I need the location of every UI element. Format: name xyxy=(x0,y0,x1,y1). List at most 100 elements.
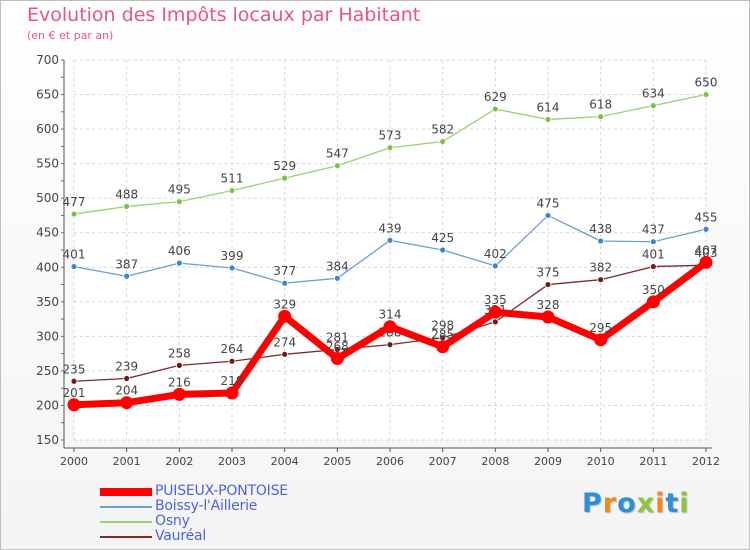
data-point xyxy=(488,305,502,319)
data-label: 216 xyxy=(168,375,191,389)
data-point xyxy=(597,237,605,245)
data-label: 328 xyxy=(537,298,560,312)
data-point xyxy=(649,102,657,109)
x-tick-label: 2002 xyxy=(165,455,193,468)
data-point xyxy=(228,187,236,194)
y-tick-label: 300 xyxy=(36,329,59,343)
data-label: 384 xyxy=(326,259,349,273)
x-tick-label: 2000 xyxy=(60,455,88,468)
data-label: 235 xyxy=(63,362,86,376)
data-point xyxy=(330,351,344,365)
data-label: 402 xyxy=(484,247,507,261)
data-point xyxy=(544,116,552,123)
data-label: 438 xyxy=(589,222,612,236)
data-label: 629 xyxy=(484,90,507,104)
y-tick-label: 600 xyxy=(36,122,59,136)
data-label: 350 xyxy=(642,283,665,297)
data-point xyxy=(228,264,236,272)
data-point xyxy=(597,113,605,121)
data-label: 582 xyxy=(431,123,454,137)
data-point xyxy=(594,333,608,347)
data-label: 529 xyxy=(273,159,296,173)
data-label: 335 xyxy=(484,293,507,307)
y-tick-label: 200 xyxy=(36,398,59,412)
x-tick-label: 2010 xyxy=(587,455,615,468)
data-label: 650 xyxy=(695,76,718,90)
data-point xyxy=(278,309,292,323)
legend-swatch xyxy=(100,506,152,508)
data-point xyxy=(172,387,186,401)
logo-letter: i xyxy=(679,488,690,519)
data-point xyxy=(439,246,447,254)
data-point xyxy=(333,162,341,170)
y-tick-label: 500 xyxy=(36,191,59,205)
data-label: 634 xyxy=(642,87,665,101)
data-point xyxy=(436,340,450,354)
y-tick-label: 700 xyxy=(36,53,59,67)
data-point xyxy=(702,91,710,98)
data-point xyxy=(175,198,183,206)
data-label: 618 xyxy=(589,98,612,112)
data-point xyxy=(225,386,239,400)
data-point xyxy=(646,295,660,309)
data-point xyxy=(699,255,713,269)
data-point xyxy=(702,225,710,233)
data-label: 387 xyxy=(115,257,138,271)
logo-letter: o xyxy=(617,488,637,519)
logo-letter: r xyxy=(602,488,618,519)
data-point xyxy=(123,203,131,210)
data-label: 455 xyxy=(695,210,718,224)
data-point xyxy=(491,318,499,326)
data-label: 547 xyxy=(326,147,349,161)
data-label: 401 xyxy=(642,248,665,262)
logo-letter: i xyxy=(655,488,666,519)
data-point xyxy=(386,341,394,349)
data-point xyxy=(383,320,397,334)
data-label: 264 xyxy=(221,342,244,356)
data-label: 201 xyxy=(63,386,86,400)
y-tick-label: 400 xyxy=(36,260,59,274)
data-label: 425 xyxy=(431,231,454,245)
data-label: 477 xyxy=(63,195,86,209)
x-tick-label: 2005 xyxy=(323,455,351,468)
plot-area xyxy=(74,60,706,440)
logo-letter: x xyxy=(636,488,656,519)
data-point xyxy=(544,212,552,219)
x-tick-label: 2012 xyxy=(692,455,720,468)
data-label: 239 xyxy=(115,360,138,374)
legend-label: PUISEUX-PONTOISE xyxy=(155,483,288,499)
data-label: 258 xyxy=(168,346,191,360)
chart-title: Evolution des Impôts locaux par Habitant xyxy=(27,4,421,26)
y-tick-label: 250 xyxy=(36,364,59,378)
data-point xyxy=(281,174,289,182)
data-point xyxy=(544,281,552,288)
data-point xyxy=(175,259,183,267)
data-point xyxy=(70,377,78,385)
data-label: 495 xyxy=(168,183,191,197)
data-label: 204 xyxy=(115,384,138,398)
data-label: 406 xyxy=(168,244,191,258)
data-label: 407 xyxy=(695,243,718,257)
data-point xyxy=(70,210,78,218)
x-tick-label: 2007 xyxy=(429,455,457,468)
x-tick-label: 2003 xyxy=(218,455,246,468)
legend-swatch xyxy=(100,536,152,538)
data-label: 382 xyxy=(589,261,612,275)
legend-label: Boissy-l'Aillerie xyxy=(155,498,258,514)
data-label: 437 xyxy=(642,223,665,237)
data-point xyxy=(175,361,183,369)
data-point xyxy=(281,279,289,287)
data-label: 285 xyxy=(431,328,454,342)
data-label: 573 xyxy=(379,129,402,143)
data-label: 298 xyxy=(431,319,454,333)
y-tick-label: 150 xyxy=(36,433,59,447)
data-label: 399 xyxy=(221,249,244,263)
data-point xyxy=(123,272,131,280)
y-tick-label: 550 xyxy=(36,157,59,171)
legend-label: Vauréal xyxy=(155,528,207,544)
x-tick-label: 2009 xyxy=(534,455,562,468)
data-label: 614 xyxy=(537,100,560,114)
data-point xyxy=(597,276,605,284)
data-label: 439 xyxy=(379,221,402,235)
data-label: 314 xyxy=(379,308,402,322)
